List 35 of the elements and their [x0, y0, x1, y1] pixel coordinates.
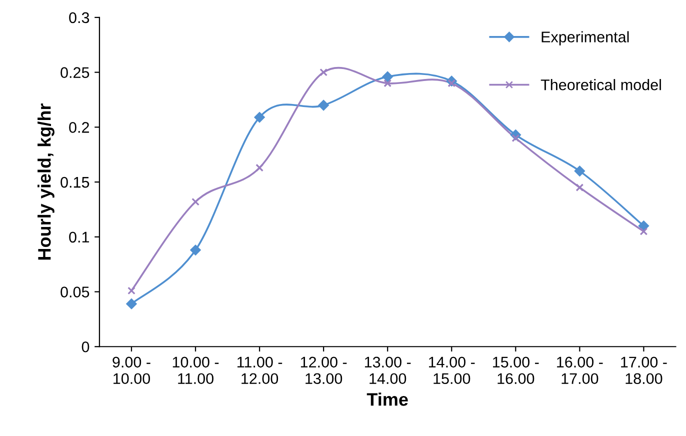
- x-axis-title: Time: [366, 392, 408, 406]
- point: [320, 68, 328, 76]
- x-tick-label: 15.00 - 16.00: [493, 356, 539, 384]
- point: [384, 79, 392, 88]
- y-tick-label: 0.3: [69, 12, 90, 24]
- point: [190, 244, 201, 256]
- y-tick-label: 0: [82, 341, 90, 352]
- point: [318, 100, 329, 110]
- point: [254, 112, 265, 123]
- point: [128, 286, 136, 295]
- point: [448, 79, 456, 88]
- y-tick-label: 0.15: [60, 176, 90, 188]
- y-tick-label: 0.25: [60, 67, 90, 78]
- point: [576, 184, 584, 192]
- y-axis-title: Hourly yield, kg/hr: [38, 104, 54, 260]
- x-tick-label: 16.00 - 17.00: [557, 356, 603, 384]
- x-tick-label: 9.00 - 10.00: [112, 356, 150, 384]
- point: [256, 164, 264, 172]
- x-tick-label: 13.00 - 14.00: [364, 356, 411, 384]
- point: [574, 166, 585, 176]
- legend-label: Theoretical model: [540, 79, 661, 90]
- point: [640, 227, 648, 236]
- point: [512, 134, 520, 142]
- point: [192, 198, 200, 206]
- point: [382, 71, 393, 82]
- y-tick-label: 0.1: [69, 232, 90, 243]
- x-tick-label: 12.00 - 13.00: [300, 356, 347, 384]
- x-tick-label: 10.00 - 11.00: [172, 356, 219, 384]
- x-tick-label: 11.00 - 12.00: [237, 356, 282, 384]
- x-tick-label: 14.00 - 15.00: [429, 356, 475, 384]
- x-tick-label: 17.00 - 18.00: [621, 356, 667, 384]
- legend-label: Experimental: [542, 31, 629, 46]
- y-tick-label: 0.05: [60, 286, 90, 298]
- y-tick-label: 0.2: [69, 122, 89, 133]
- point: [126, 298, 137, 310]
